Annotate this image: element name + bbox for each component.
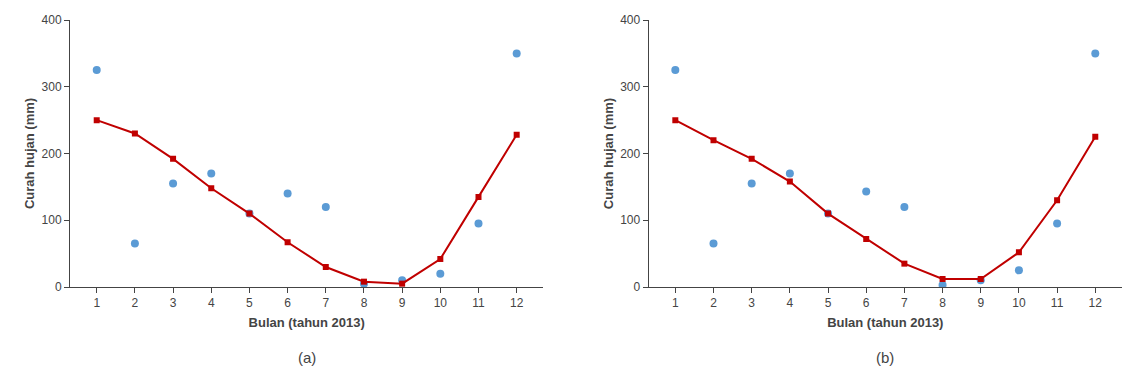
svg-text:9: 9 — [977, 296, 984, 310]
svg-text:400: 400 — [42, 13, 62, 27]
svg-text:10: 10 — [434, 296, 448, 310]
svg-text:2: 2 — [132, 296, 139, 310]
svg-text:Bulan (tahun 2013): Bulan (tahun 2013) — [249, 315, 365, 330]
svg-text:(a): (a) — [298, 349, 316, 366]
svg-text:200: 200 — [42, 147, 62, 161]
svg-text:5: 5 — [825, 296, 832, 310]
svg-text:9: 9 — [399, 296, 406, 310]
svg-text:Bulan (tahun 2013): Bulan (tahun 2013) — [827, 315, 943, 330]
svg-text:0: 0 — [55, 280, 62, 294]
svg-text:7: 7 — [322, 296, 329, 310]
svg-text:300: 300 — [620, 80, 640, 94]
svg-text:6: 6 — [863, 296, 870, 310]
svg-text:100: 100 — [42, 213, 62, 227]
svg-text:100: 100 — [620, 213, 640, 227]
svg-text:(b): (b) — [876, 349, 894, 366]
svg-text:4: 4 — [208, 296, 215, 310]
svg-text:3: 3 — [748, 296, 755, 310]
svg-text:400: 400 — [620, 13, 640, 27]
svg-text:300: 300 — [42, 80, 62, 94]
svg-text:200: 200 — [620, 147, 640, 161]
svg-text:6: 6 — [284, 296, 291, 310]
svg-text:4: 4 — [787, 296, 794, 310]
svg-text:12: 12 — [1089, 296, 1103, 310]
svg-text:Curah hujan (mm): Curah hujan (mm) — [22, 98, 37, 209]
svg-text:11: 11 — [1051, 296, 1064, 310]
svg-text:1: 1 — [93, 296, 100, 310]
svg-text:Curah hujan (mm): Curah hujan (mm) — [601, 98, 616, 209]
svg-text:10: 10 — [1012, 296, 1026, 310]
svg-text:0: 0 — [634, 280, 641, 294]
svg-text:12: 12 — [510, 296, 524, 310]
svg-text:11: 11 — [472, 296, 485, 310]
svg-text:1: 1 — [672, 296, 679, 310]
svg-text:7: 7 — [901, 296, 908, 310]
svg-text:8: 8 — [361, 296, 368, 310]
svg-text:8: 8 — [939, 296, 946, 310]
svg-text:3: 3 — [170, 296, 177, 310]
svg-text:2: 2 — [710, 296, 717, 310]
svg-text:5: 5 — [246, 296, 253, 310]
